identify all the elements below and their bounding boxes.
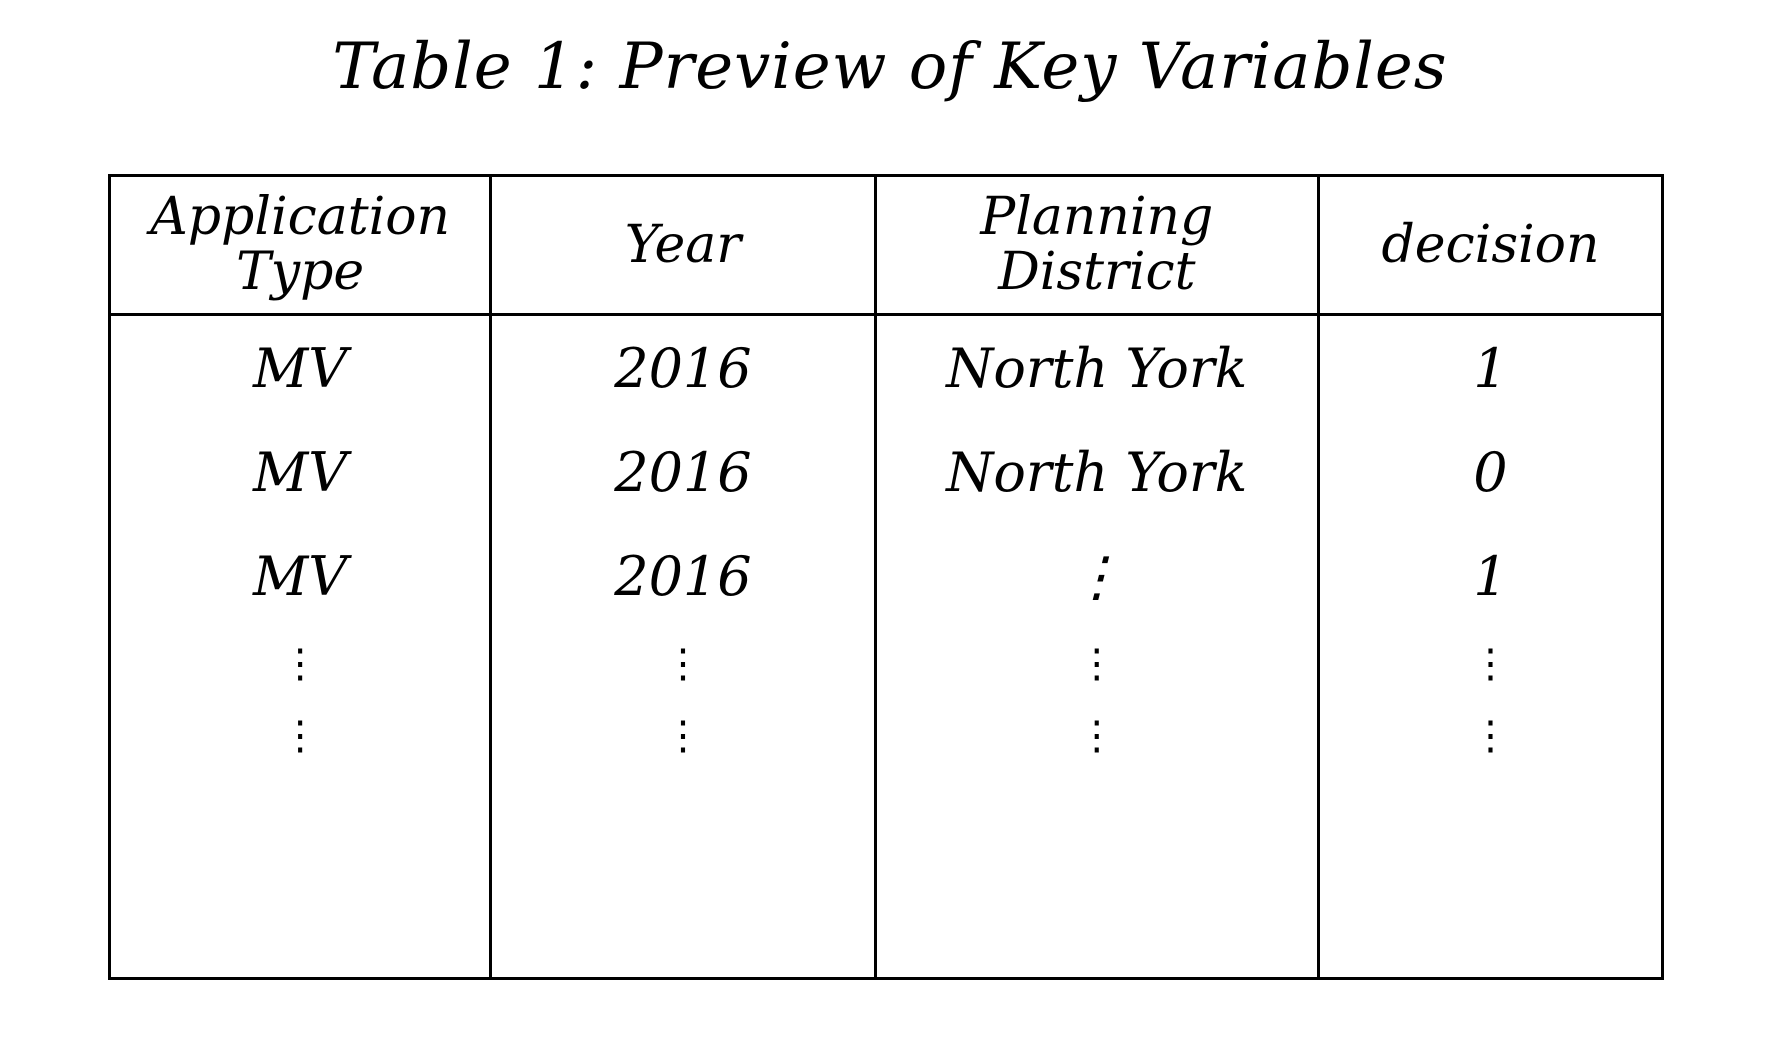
ellipsis-cell: ⋮ [489, 628, 876, 700]
cell-year: 2016 [489, 314, 876, 420]
table-title: Table 1: Preview of Key Variables [332, 30, 1448, 104]
ellipsis-cell: ⋮ [873, 700, 1319, 772]
ellipsis-cell: ⋮ [280, 641, 321, 687]
cell-year: 2016 [489, 420, 876, 524]
cell-application-type: MV [252, 440, 348, 504]
variables-table: Application Type Year Planning District … [111, 177, 1661, 977]
cell-planning-district: North York [873, 420, 1319, 524]
cell-planning-district: North York [873, 314, 1319, 420]
preview-table: Application Type Year Planning District … [108, 174, 1664, 980]
cell-application-type: MV [252, 544, 348, 608]
header-planning-district: Planning District [873, 177, 1319, 316]
ellipsis-cell: ⋮ [1316, 700, 1661, 772]
cell-planning-district: ⋮ [873, 524, 1319, 628]
cell-application-type: MV [252, 336, 348, 400]
empty-cell [873, 772, 1319, 977]
ellipsis-row: ⋮ ⋮ ⋮ ⋮ [111, 700, 1661, 772]
table-row: MV 2016 North York 0 [111, 420, 1661, 524]
empty-cell [1316, 772, 1661, 977]
empty-row [111, 772, 1661, 977]
ellipsis-cell: ⋮ [489, 700, 876, 772]
ellipsis-cell: ⋮ [280, 713, 321, 759]
header-row: Application Type Year Planning District … [111, 177, 1661, 316]
cell-decision: 0 [1316, 420, 1661, 524]
empty-cell [111, 772, 491, 977]
cell-decision: 1 [1316, 524, 1661, 628]
cell-decision: 1 [1316, 314, 1661, 420]
empty-cell [489, 772, 876, 977]
ellipsis-cell: ⋮ [873, 628, 1319, 700]
header-application-type: Application Type [111, 177, 491, 316]
table-row: MV 2016 North York 1 [111, 314, 1661, 420]
table-row: MV 2016 ⋮ 1 [111, 524, 1661, 628]
header-decision: decision [1316, 177, 1661, 316]
cell-year: 2016 [489, 524, 876, 628]
ellipsis-row: ⋮ ⋮ ⋮ ⋮ [111, 628, 1661, 700]
header-year: Year [489, 177, 876, 316]
ellipsis-cell: ⋮ [1316, 628, 1661, 700]
